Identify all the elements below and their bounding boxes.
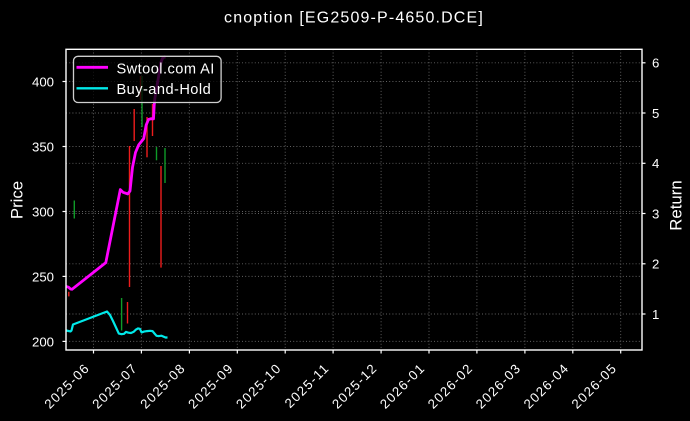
svg-text:350: 350 bbox=[32, 139, 54, 154]
svg-text:Price: Price bbox=[8, 181, 27, 219]
svg-text:5: 5 bbox=[652, 106, 659, 121]
svg-text:cnoption [EG2509-P-4650.DCE]: cnoption [EG2509-P-4650.DCE] bbox=[224, 9, 484, 26]
svg-text:Return: Return bbox=[667, 180, 686, 230]
svg-text:Swtool.com AI: Swtool.com AI bbox=[117, 61, 215, 77]
svg-text:300: 300 bbox=[32, 204, 54, 219]
svg-text:Buy-and-Hold: Buy-and-Hold bbox=[117, 82, 212, 98]
svg-text:200: 200 bbox=[32, 334, 54, 349]
svg-text:3: 3 bbox=[652, 206, 659, 221]
svg-text:6: 6 bbox=[652, 56, 659, 71]
svg-text:4: 4 bbox=[652, 156, 659, 171]
svg-text:2: 2 bbox=[652, 257, 659, 272]
svg-text:400: 400 bbox=[32, 74, 54, 89]
svg-text:1: 1 bbox=[652, 307, 659, 322]
svg-text:250: 250 bbox=[32, 269, 54, 284]
